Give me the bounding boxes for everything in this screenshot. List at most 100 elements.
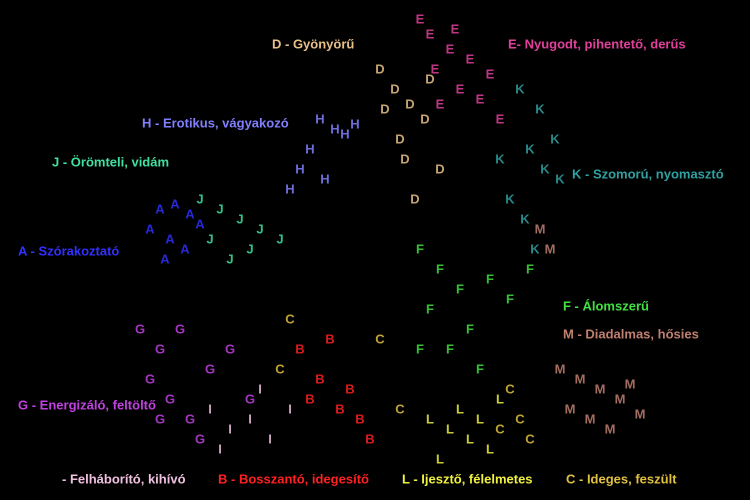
point-marker: G	[185, 411, 195, 426]
cluster-label: L - Ijesztő, félelmetes	[402, 471, 533, 486]
point-marker: H	[320, 171, 329, 186]
point-marker: D	[405, 96, 414, 111]
point-marker: H	[340, 126, 349, 141]
point-marker: C	[395, 401, 405, 416]
point-marker: F	[446, 341, 454, 356]
point-marker: H	[350, 116, 359, 131]
point-marker: F	[466, 321, 474, 336]
cluster-label: A - Szórakoztató	[18, 243, 119, 258]
point-marker: F	[456, 281, 464, 296]
point-marker: L	[456, 401, 464, 416]
point-marker: M	[585, 411, 596, 426]
point-marker: I	[268, 431, 272, 446]
point-marker: D	[375, 61, 384, 76]
point-marker: L	[486, 441, 494, 456]
point-marker: L	[466, 431, 474, 446]
point-marker: K	[520, 211, 530, 226]
point-marker: G	[175, 321, 185, 336]
point-marker: J	[246, 241, 253, 256]
point-marker: L	[446, 421, 454, 436]
point-marker: G	[155, 341, 165, 356]
point-marker: H	[330, 121, 339, 136]
point-marker: D	[390, 81, 399, 96]
point-marker: B	[355, 411, 364, 426]
point-marker: E	[416, 11, 425, 26]
point-marker: E	[486, 66, 495, 81]
point-marker: M	[535, 221, 546, 236]
point-marker: K	[535, 101, 545, 116]
point-marker: H	[305, 141, 314, 156]
point-marker: L	[436, 451, 444, 466]
point-marker: C	[285, 311, 295, 326]
point-marker: B	[345, 381, 354, 396]
cluster-label: F - Álomszerű	[563, 298, 649, 313]
point-marker: C	[505, 381, 515, 396]
point-marker: E	[431, 61, 440, 76]
cluster-label: D - Gyönyörű	[272, 36, 354, 51]
point-marker: M	[545, 241, 556, 256]
point-marker: M	[605, 421, 616, 436]
point-marker: K	[530, 241, 540, 256]
point-marker: J	[226, 251, 233, 266]
point-marker: F	[486, 271, 494, 286]
point-marker: F	[506, 291, 514, 306]
point-marker: E	[446, 41, 455, 56]
point-marker: B	[305, 391, 314, 406]
cluster-label: H - Erotikus, vágyakozó	[142, 115, 289, 130]
point-marker: J	[196, 191, 203, 206]
point-marker: J	[276, 231, 283, 246]
point-marker: F	[416, 241, 424, 256]
point-marker: A	[160, 251, 170, 266]
point-marker: G	[225, 341, 235, 356]
point-marker: J	[256, 221, 263, 236]
point-marker: H	[295, 161, 304, 176]
point-marker: M	[575, 371, 586, 386]
point-marker: I	[258, 381, 262, 396]
point-marker: I	[228, 421, 232, 436]
point-marker: G	[245, 391, 255, 406]
point-marker: F	[416, 341, 424, 356]
cluster-label: M - Diadalmas, hősies	[563, 326, 699, 341]
point-marker: M	[595, 381, 606, 396]
point-marker: M	[625, 376, 636, 391]
point-marker: G	[195, 431, 205, 446]
point-marker: B	[335, 401, 344, 416]
point-marker: K	[540, 161, 550, 176]
point-marker: C	[375, 331, 385, 346]
point-marker: J	[216, 201, 223, 216]
point-marker: G	[205, 361, 215, 376]
point-marker: J	[206, 231, 213, 246]
point-marker: D	[435, 161, 444, 176]
cluster-label: G - Energizáló, feltöltő	[18, 397, 156, 412]
point-marker: E	[496, 111, 505, 126]
cluster-label: B - Bosszantó, idegesítő	[218, 471, 369, 486]
point-marker: E	[456, 81, 465, 96]
point-marker: I	[248, 411, 252, 426]
cluster-label: K - Szomorú, nyomasztó	[572, 166, 724, 181]
point-marker: E	[426, 26, 435, 41]
point-marker: C	[525, 431, 535, 446]
point-marker: D	[395, 131, 404, 146]
point-marker: J	[236, 211, 243, 226]
point-marker: K	[515, 81, 525, 96]
point-marker: G	[155, 411, 165, 426]
point-marker: C	[515, 411, 525, 426]
point-marker: M	[615, 391, 626, 406]
point-marker: I	[208, 401, 212, 416]
point-marker: F	[426, 301, 434, 316]
point-marker: K	[525, 141, 535, 156]
point-marker: A	[195, 216, 205, 231]
point-marker: K	[495, 151, 505, 166]
point-marker: M	[635, 406, 646, 421]
point-marker: B	[325, 331, 334, 346]
point-marker: L	[426, 411, 434, 426]
point-marker: D	[410, 191, 419, 206]
cluster-label: C - Ideges, feszült	[566, 471, 677, 486]
point-marker: B	[295, 341, 304, 356]
point-marker: K	[505, 191, 515, 206]
point-marker: I	[218, 441, 222, 456]
point-marker: E	[436, 96, 445, 111]
point-marker: E	[466, 51, 475, 66]
point-marker: C	[495, 421, 505, 436]
